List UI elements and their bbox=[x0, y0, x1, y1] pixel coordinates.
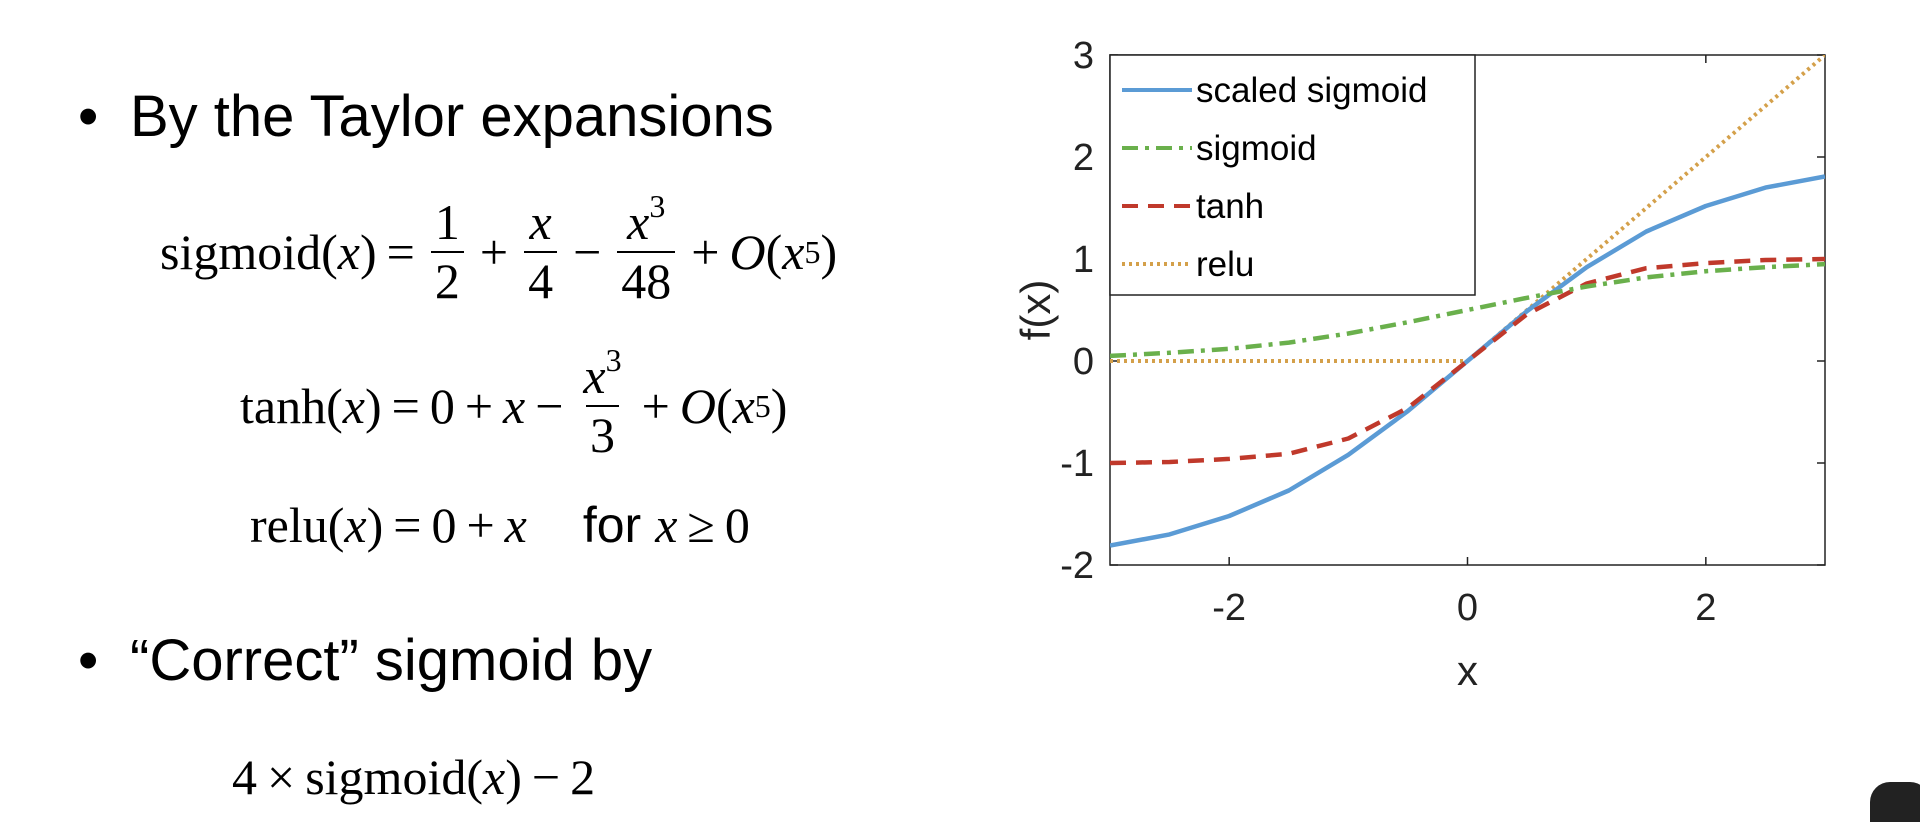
x-tick-label: 2 bbox=[1695, 587, 1716, 629]
x-tick-label: 0 bbox=[1457, 587, 1478, 629]
series-line-scaled-sigmoid bbox=[1110, 174, 1825, 548]
y-tick-label: 0 bbox=[1073, 341, 1094, 383]
bullet-taylor-text: By the Taylor expansions bbox=[130, 84, 774, 149]
corner-logo-fragment bbox=[1870, 782, 1920, 822]
y-tick-label: 1 bbox=[1073, 239, 1094, 281]
bullet-correct: • “Correct” sigmoid by bbox=[78, 632, 652, 690]
y-tick-label: -2 bbox=[1060, 545, 1094, 587]
series-lines bbox=[1110, 55, 1825, 548]
bullet-dot-1: • bbox=[78, 84, 99, 149]
y-axis-label: f(x) bbox=[1012, 280, 1059, 341]
series-line-sigmoid bbox=[1110, 261, 1825, 359]
legend-label: tanh bbox=[1196, 187, 1264, 226]
relu-for-text: for bbox=[582, 497, 642, 553]
tanh-term2: x3 3 bbox=[583, 342, 622, 463]
legend-box bbox=[1109, 54, 1476, 296]
relu-fn-name: relu bbox=[250, 497, 328, 553]
sigmoid-arg: x bbox=[337, 223, 360, 280]
activation-functions-plot: -2 0 2 -2 -1 0 1 2 3 scaled sigmoid sigmoid tanh re… bbox=[1012, 35, 1826, 694]
equation-relu: relu(x) = 0 + x for x ≥ 0 bbox=[250, 497, 750, 553]
x-tick-label: -2 bbox=[1212, 587, 1246, 629]
sigmoid-equals: = bbox=[386, 223, 415, 280]
sigmoid-term3: x3 48 bbox=[617, 190, 676, 307]
legend-label: scaled sigmoid bbox=[1196, 71, 1428, 110]
y-tick-label: 2 bbox=[1073, 137, 1094, 179]
tanh-fn-name: tanh bbox=[240, 377, 327, 434]
y-tick-label: 3 bbox=[1073, 35, 1094, 77]
legend-label: relu bbox=[1196, 245, 1254, 284]
sigmoid-plus1: + bbox=[479, 223, 509, 280]
y-tick-label: -1 bbox=[1060, 443, 1094, 485]
legend-label: sigmoid bbox=[1196, 129, 1317, 168]
legend: scaled sigmoid sigmoid tanh relu bbox=[1109, 54, 1476, 296]
equation-tanh: tanh(x) = 0 + x − x3 3 + O(x 5) bbox=[240, 342, 788, 463]
equation-corrected-sigmoid: 4 × sigmoid(x) − 2 bbox=[232, 749, 596, 805]
sigmoid-plus2: + bbox=[691, 223, 720, 280]
bullet-taylor: • By the Taylor expansions bbox=[78, 88, 774, 146]
bullet-dot-2: • bbox=[78, 628, 99, 693]
sigmoid-minus: − bbox=[573, 223, 602, 280]
axes: -2 0 2 -2 -1 0 1 2 3 bbox=[1060, 35, 1826, 629]
sigmoid-fn-name: sigmoid bbox=[160, 223, 322, 280]
bullet-correct-text: “Correct” sigmoid by bbox=[130, 628, 653, 693]
x-axis-label: x bbox=[1457, 647, 1478, 694]
series-line-tanh bbox=[1110, 256, 1825, 466]
sigmoid-big-o: O bbox=[729, 223, 766, 280]
